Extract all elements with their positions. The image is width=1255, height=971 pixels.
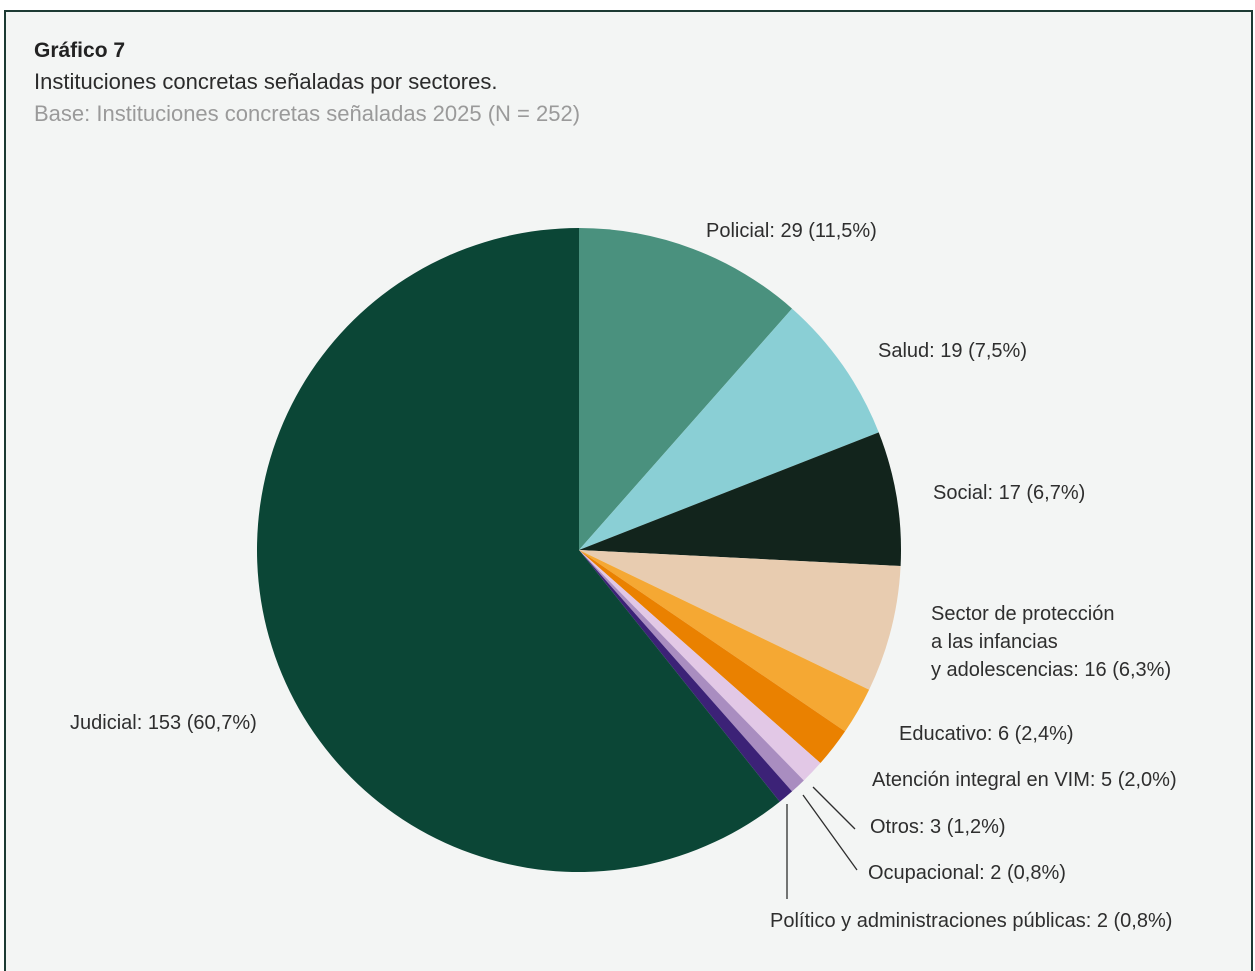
pie-slice-social bbox=[579, 432, 902, 567]
chart-card: Gráfico 7 Instituciones concretas señala… bbox=[4, 10, 1253, 971]
slice-label-line: Social: 17 (6,7%) bbox=[933, 482, 1085, 504]
pie-slice-ocupacional bbox=[579, 550, 804, 792]
pie-slice-educativo bbox=[579, 550, 870, 732]
slice-label-sector-de-proteccion-a-las-infancias-y-adolescencias: Sector de protección a las infancias y ado… bbox=[931, 603, 1171, 681]
slice-label-line: Judicial: 153 (60,7%) bbox=[70, 712, 257, 734]
slice-label-atencion-integral-en-vim: Atención integral en VIM: 5 (2,0%) bbox=[872, 769, 1177, 791]
pie-slice-politico-y-administraciones-publicas bbox=[579, 550, 793, 802]
pie-slice-atencion-integral-en-vim bbox=[579, 550, 846, 764]
slice-label-salud: Salud: 19 (7,5%) bbox=[878, 340, 1027, 362]
leader-line-ocupacional bbox=[802, 794, 858, 871]
pie-slice-otros bbox=[579, 550, 821, 781]
slice-label-ocupacional: Ocupacional: 2 (0,8%) bbox=[868, 862, 1066, 884]
slice-label-politico-y-administraciones-publicas: Político y administraciones públicas: 2 … bbox=[770, 910, 1172, 932]
slice-label-line: Atención integral en VIM: 5 (2,0%) bbox=[872, 769, 1177, 791]
pie-slice-sector-de-proteccion-a-las-infancias-y-adolescencias bbox=[579, 550, 901, 690]
slice-label-line: Sector de protección bbox=[931, 603, 1114, 625]
slice-label-line: Otros: 3 (1,2%) bbox=[870, 816, 1006, 838]
pie-slice-salud bbox=[579, 308, 879, 550]
slice-label-line: Educativo: 6 (2,4%) bbox=[899, 723, 1074, 745]
slice-label-otros: Otros: 3 (1,2%) bbox=[870, 816, 1006, 838]
slice-label-line: Salud: 19 (7,5%) bbox=[878, 340, 1027, 362]
pie-slice-policial bbox=[579, 228, 793, 550]
chart-title: Instituciones concretas señaladas por se… bbox=[34, 69, 498, 94]
pie-slices bbox=[256, 228, 902, 872]
slice-labels: Policial: 29 (11,5%) Salud: 19 (7,5%) Soci… bbox=[70, 220, 1177, 932]
slice-label-policial: Policial: 29 (11,5%) bbox=[706, 220, 877, 242]
slice-label-line: Policial: 29 (11,5%) bbox=[706, 220, 877, 242]
slice-label-social: Social: 17 (6,7%) bbox=[933, 482, 1085, 504]
slice-label-educativo: Educativo: 6 (2,4%) bbox=[899, 723, 1074, 745]
slice-label-line: Político y administraciones públicas: 2 … bbox=[770, 910, 1172, 932]
chart-header: Gráfico 7 Instituciones concretas señala… bbox=[34, 36, 580, 130]
leader-line-otros bbox=[812, 786, 856, 830]
slice-label-judicial: Judicial: 153 (60,7%) bbox=[70, 712, 257, 734]
figure-number: Gráfico 7 bbox=[34, 39, 126, 62]
slice-label-line: y adolescencias: 16 (6,3%) bbox=[931, 659, 1171, 681]
slice-label-line: Ocupacional: 2 (0,8%) bbox=[868, 862, 1066, 884]
pie-chart: Policial: 29 (11,5%) Salud: 19 (7,5%) Soci… bbox=[70, 220, 1177, 932]
chart-base-note: Base: Instituciones concretas señaladas … bbox=[34, 101, 581, 126]
leader-lines bbox=[786, 786, 858, 899]
slice-label-line: a las infancias bbox=[931, 631, 1058, 653]
pie-slice-judicial bbox=[256, 228, 780, 872]
